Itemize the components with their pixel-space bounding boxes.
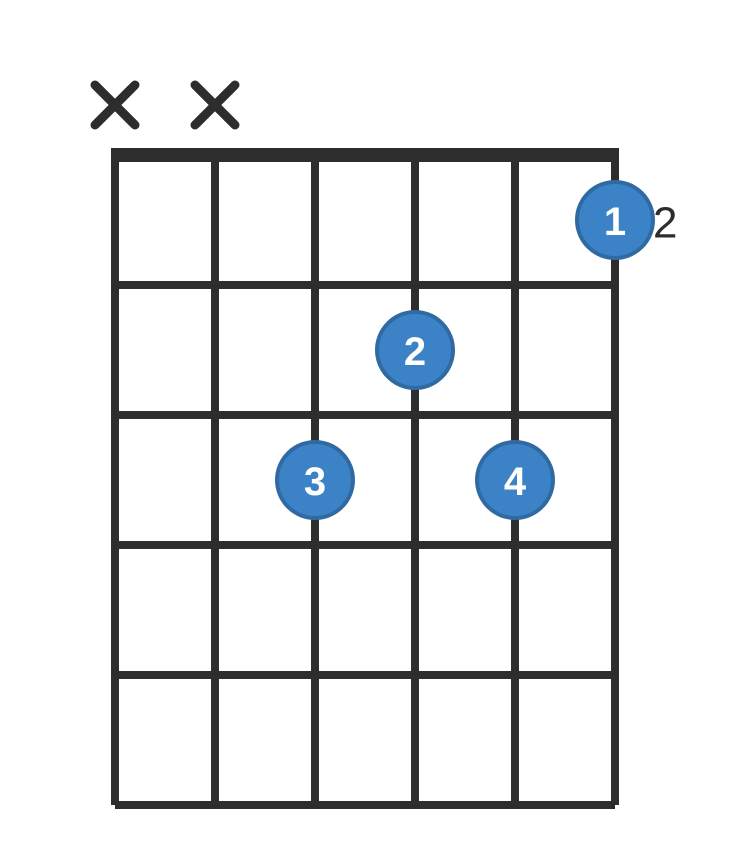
chord-diagram-svg: 21234 bbox=[0, 0, 751, 847]
finger-number: 4 bbox=[504, 460, 527, 504]
mute-marker bbox=[95, 85, 135, 125]
starting-fret-label: 2 bbox=[653, 199, 677, 248]
mute-marker bbox=[195, 85, 235, 125]
finger-number: 2 bbox=[404, 330, 426, 374]
chord-diagram-container: 21234 bbox=[0, 0, 751, 847]
finger-number: 1 bbox=[604, 200, 626, 244]
finger-number: 3 bbox=[304, 460, 326, 504]
